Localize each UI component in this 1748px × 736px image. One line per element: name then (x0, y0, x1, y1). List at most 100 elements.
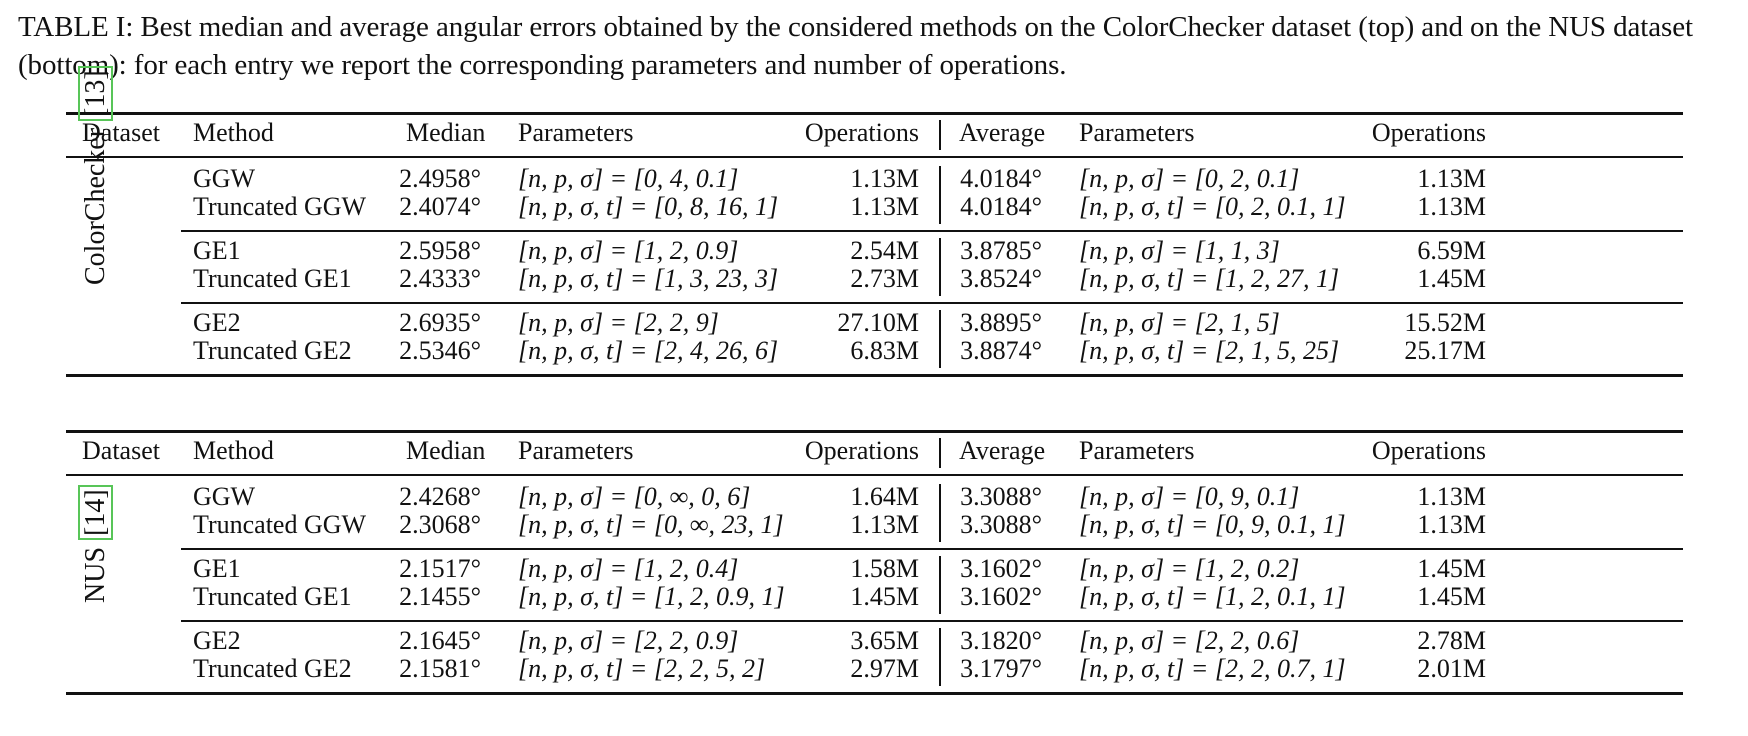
column-header: Average (959, 118, 1046, 147)
parameters-cell: [n, p, σ] = [0, 2, 0.1] (1079, 164, 1300, 193)
operations-cell: 1.58M (850, 554, 919, 583)
operations-cell: 6.83M (850, 336, 919, 365)
method-cell: GGW (193, 482, 256, 511)
method-cell: Truncated GGW (193, 510, 367, 539)
column-header: Dataset (82, 118, 160, 147)
parameters-cell: [n, p, σ] = [0, ∞, 0, 6] (518, 482, 751, 511)
operations-cell: 6.59M (1417, 236, 1486, 265)
column-separator (939, 310, 941, 368)
operations-cell: 1.45M (850, 582, 919, 611)
column-header: Dataset (82, 436, 160, 465)
operations-cell: 1.13M (850, 510, 919, 539)
citation-link[interactable]: [13] (78, 66, 113, 121)
column-header: Method (193, 436, 274, 465)
column-header: Operations (804, 118, 919, 147)
dataset-name: ColorChecker (80, 127, 111, 285)
column-header: Method (193, 118, 274, 147)
average-cell: 4.0184° (960, 192, 1042, 221)
column-header: Operations (804, 436, 919, 465)
parameters-cell: [n, p, σ] = [2, 1, 5] (1079, 308, 1280, 337)
column-header: Median (406, 118, 486, 147)
operations-cell: 15.52M (1404, 308, 1486, 337)
operations-cell: 2.97M (850, 654, 919, 683)
dataset-label: NUS [14] (78, 485, 113, 603)
dataset-label: ColorChecker [13] (78, 66, 113, 285)
parameters-cell: [n, p, σ] = [0, 9, 0.1] (1079, 482, 1300, 511)
median-cell: 2.4074° (399, 192, 481, 221)
median-cell: 2.1517° (399, 554, 481, 583)
citation-link[interactable]: 14 (80, 498, 111, 527)
nus-table: Dataset Method Median Parameters Operations A… (66, 430, 1683, 725)
parameters-cell: [n, p, σ] = [1, 2, 0.2] (1079, 554, 1300, 583)
column-separator (939, 238, 941, 296)
parameters-cell: [n, p, σ, t] = [2, 2, 0.7, 1] (1079, 654, 1346, 683)
operations-cell: 1.13M (850, 192, 919, 221)
parameters-cell: [n, p, σ, t] = [1, 3, 23, 3] (518, 264, 779, 293)
parameters-cell: [n, p, σ] = [1, 2, 0.9] (518, 236, 739, 265)
median-cell: 2.4958° (399, 164, 481, 193)
header-rule (66, 474, 1683, 476)
parameters-cell: [n, p, σ] = [1, 2, 0.4] (518, 554, 739, 583)
median-cell: 2.1645° (399, 626, 481, 655)
average-cell: 3.3088° (960, 510, 1042, 539)
operations-cell: 1.45M (1417, 264, 1486, 293)
operations-cell: 2.78M (1417, 626, 1486, 655)
column-separator (939, 120, 941, 150)
column-separator (939, 556, 941, 614)
column-separator (939, 166, 941, 224)
operations-cell: 2.73M (850, 264, 919, 293)
bottom-rule (66, 374, 1683, 377)
average-cell: 3.8785° (960, 236, 1042, 265)
parameters-cell: [n, p, σ, t] = [1, 2, 0.9, 1] (518, 582, 785, 611)
column-header: Parameters (518, 118, 634, 147)
operations-cell: 1.13M (1417, 164, 1486, 193)
average-cell: 3.1820° (960, 626, 1042, 655)
median-cell: 2.1455° (399, 582, 481, 611)
parameters-cell: [n, p, σ, t] = [0, ∞, 23, 1] (518, 510, 784, 539)
operations-cell: 1.45M (1417, 582, 1486, 611)
parameters-cell: [n, p, σ, t] = [2, 1, 5, 25] (1079, 336, 1340, 365)
dataset-name: NUS (80, 546, 111, 603)
average-cell: 3.1602° (960, 554, 1042, 583)
average-cell: 3.8874° (960, 336, 1042, 365)
operations-cell: 1.64M (850, 482, 919, 511)
operations-cell: 3.65M (850, 626, 919, 655)
method-cell: Truncated GE2 (193, 654, 352, 683)
header-rule (66, 156, 1683, 158)
average-cell: 4.0184° (960, 164, 1042, 193)
average-cell: 3.3088° (960, 482, 1042, 511)
parameters-cell: [n, p, σ, t] = [1, 2, 27, 1] (1079, 264, 1340, 293)
operations-cell: 1.13M (850, 164, 919, 193)
column-header: Parameters (518, 436, 634, 465)
operations-cell: 2.01M (1417, 654, 1486, 683)
average-cell: 3.1602° (960, 582, 1042, 611)
column-header: Operations (1371, 118, 1486, 147)
median-cell: 2.3068° (399, 510, 481, 539)
column-header: Parameters (1079, 436, 1195, 465)
group-rule (181, 230, 1683, 232)
parameters-cell: [n, p, σ, t] = [1, 2, 0.1, 1] (1079, 582, 1346, 611)
method-cell: Truncated GGW (193, 192, 367, 221)
parameters-cell: [n, p, σ] = [1, 1, 3] (1079, 236, 1280, 265)
average-cell: 3.8524° (960, 264, 1042, 293)
median-cell: 2.4268° (399, 482, 481, 511)
operations-cell: 1.13M (1417, 510, 1486, 539)
top-rule (66, 112, 1683, 115)
median-cell: 2.5958° (399, 236, 481, 265)
operations-cell: 2.54M (850, 236, 919, 265)
colorchecker-table: Dataset Method Median Parameters Operations A… (66, 66, 1683, 412)
average-cell: 3.1797° (960, 654, 1042, 683)
group-rule (181, 302, 1683, 304)
operations-cell: 27.10M (837, 308, 919, 337)
column-header: Parameters (1079, 118, 1195, 147)
parameters-cell: [n, p, σ, t] = [0, 2, 0.1, 1] (1079, 192, 1346, 221)
table-caption: TABLE I: Best median and average angular… (18, 11, 1693, 81)
parameters-cell: [n, p, σ] = [2, 2, 0.6] (1079, 626, 1300, 655)
citation-link[interactable]: [14] (78, 485, 113, 540)
column-header: Average (959, 436, 1046, 465)
citation-link[interactable]: 13 (80, 79, 111, 108)
operations-cell: 1.13M (1417, 482, 1486, 511)
parameters-cell: [n, p, σ] = [2, 2, 0.9] (518, 626, 739, 655)
method-cell: GE1 (193, 236, 241, 265)
parameters-cell: [n, p, σ] = [2, 2, 9] (518, 308, 719, 337)
